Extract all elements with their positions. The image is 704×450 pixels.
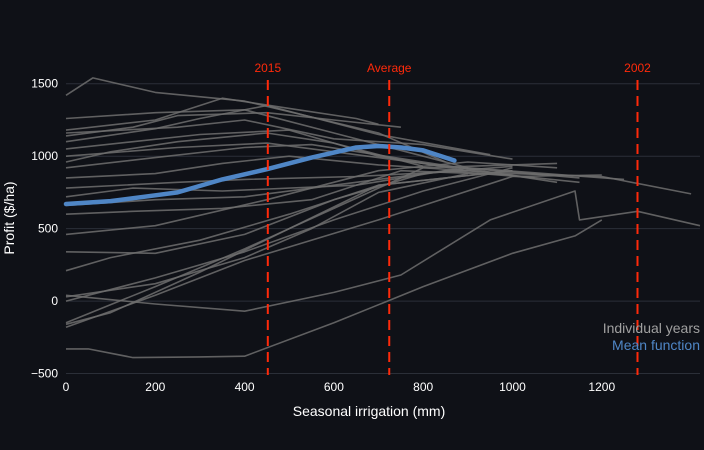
individual-years-lines bbox=[65, 77, 701, 359]
mean-function-line bbox=[63, 143, 457, 207]
year-line-21 bbox=[65, 174, 602, 328]
year-line-6 bbox=[65, 104, 491, 156]
year-line-3 bbox=[65, 97, 379, 131]
legend-individual-years: Individual years bbox=[603, 320, 700, 336]
y-tick-label: −500 bbox=[31, 367, 58, 381]
x-tick-label: 0 bbox=[63, 380, 70, 394]
y-tick-label: 1000 bbox=[31, 149, 58, 163]
year-line-15 bbox=[65, 169, 513, 215]
year-line-13 bbox=[65, 169, 535, 198]
year-line-16 bbox=[65, 161, 558, 236]
year-line-5 bbox=[65, 119, 513, 160]
x-tick-label: 1000 bbox=[499, 380, 526, 394]
year-line-14 bbox=[65, 167, 625, 207]
year-line-23 bbox=[65, 169, 513, 326]
year-line-24 bbox=[65, 190, 701, 313]
year-line-25 bbox=[66, 219, 603, 359]
x-axis-title: Seasonal irrigation (mm) bbox=[293, 403, 446, 419]
y-tick-label: 1500 bbox=[31, 77, 58, 91]
year-line-2 bbox=[65, 109, 469, 169]
y-axis-title: Profit ($/ha) bbox=[1, 181, 17, 254]
x-tick-label: 600 bbox=[324, 380, 344, 394]
legend-mean-function: Mean function bbox=[612, 337, 700, 353]
year-line-12 bbox=[65, 169, 580, 189]
y-tick-label: 500 bbox=[38, 222, 58, 236]
y-axis-ticks: −500 0 500 1000 1500 bbox=[31, 77, 58, 381]
vline-label-2: 2002 bbox=[624, 61, 651, 75]
x-axis-ticks: 0 200 400 600 800 1000 1200 bbox=[63, 380, 616, 394]
y-tick-label: 0 bbox=[51, 294, 58, 308]
year-line-19 bbox=[65, 172, 468, 298]
year-line-9 bbox=[65, 143, 558, 184]
vline-label-0: 2015 bbox=[254, 61, 281, 75]
x-tick-label: 200 bbox=[145, 380, 165, 394]
mean-function-line-group bbox=[63, 143, 457, 207]
year-line-17 bbox=[65, 165, 513, 255]
year-line-20 bbox=[65, 167, 513, 302]
reference-lines: 2015 Average 2002 bbox=[254, 61, 651, 375]
vline-label-1: Average bbox=[367, 61, 412, 75]
legend: Individual years Mean function bbox=[603, 320, 700, 353]
x-tick-label: 800 bbox=[413, 380, 433, 394]
x-tick-label: 400 bbox=[235, 380, 255, 394]
x-tick-label: 1200 bbox=[588, 380, 615, 394]
